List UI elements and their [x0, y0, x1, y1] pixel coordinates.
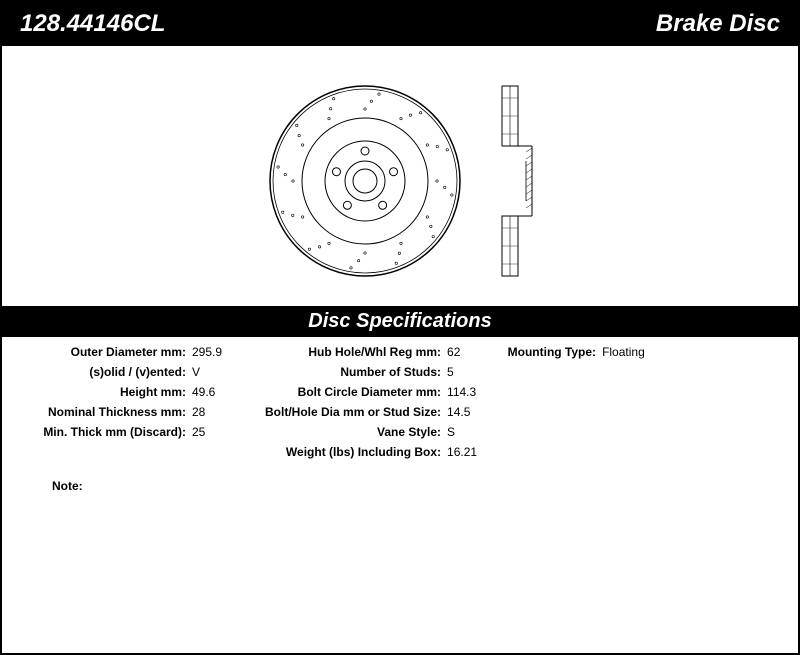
spec-row: Height mm:49.6 [17, 385, 222, 399]
spec-row: (s)olid / (v)ented:V [17, 365, 222, 379]
spec-value: 28 [192, 405, 205, 419]
spec-row: Min. Thick mm (Discard):25 [17, 425, 222, 439]
specs-area: Outer Diameter mm:295.9(s)olid / (v)ente… [2, 345, 798, 459]
spec-label: Weight (lbs) Including Box: [222, 445, 447, 459]
diagram-area [2, 46, 798, 306]
spec-label: Nominal Thickness mm: [17, 405, 192, 419]
spec-label: Hub Hole/Whl Reg mm: [222, 345, 447, 359]
spec-label: Number of Studs: [222, 365, 447, 379]
spec-value: V [192, 365, 200, 379]
rotor-side-view [485, 81, 535, 281]
spec-label: (s)olid / (v)ented: [17, 365, 192, 379]
part-number: 128.44146CL [20, 10, 165, 38]
section-title-bar: Disc Specifications [2, 306, 798, 337]
spec-row: Outer Diameter mm:295.9 [17, 345, 222, 359]
spec-row: Hub Hole/Whl Reg mm:62 [222, 345, 477, 359]
spec-value: 14.5 [447, 405, 470, 419]
spec-column-1: Outer Diameter mm:295.9(s)olid / (v)ente… [17, 345, 222, 459]
spec-column-3: Mounting Type:Floating [477, 345, 645, 459]
spec-value: S [447, 425, 455, 439]
spec-label: Bolt/Hole Dia mm or Stud Size: [222, 405, 447, 419]
note-row: Note: [2, 459, 798, 493]
spec-row: Mounting Type:Floating [477, 345, 645, 359]
spec-value: 16.21 [447, 445, 477, 459]
product-type: Brake Disc [656, 10, 780, 38]
spec-value: 114.3 [447, 385, 476, 399]
spec-row: Bolt/Hole Dia mm or Stud Size:14.5 [222, 405, 477, 419]
spec-row: Number of Studs:5 [222, 365, 477, 379]
section-title: Disc Specifications [308, 310, 491, 332]
spec-label: Bolt Circle Diameter mm: [222, 385, 447, 399]
spec-value: 295.9 [192, 345, 222, 359]
spec-label: Height mm: [17, 385, 192, 399]
spec-value: 62 [447, 345, 460, 359]
note-label: Note: [52, 479, 83, 493]
spec-label: Vane Style: [222, 425, 447, 439]
spec-row: Vane Style:S [222, 425, 477, 439]
spec-column-2: Hub Hole/Whl Reg mm:62Number of Studs:5B… [222, 345, 477, 459]
spec-row: Nominal Thickness mm:28 [17, 405, 222, 419]
spec-value: 49.6 [192, 385, 215, 399]
spec-row: Bolt Circle Diameter mm:114.3 [222, 385, 477, 399]
header-bar: 128.44146CL Brake Disc [2, 2, 798, 46]
spec-value: 25 [192, 425, 205, 439]
spec-label: Outer Diameter mm: [17, 345, 192, 359]
spec-value: 5 [447, 365, 454, 379]
spec-row: Weight (lbs) Including Box:16.21 [222, 445, 477, 459]
spec-value: Floating [602, 345, 645, 359]
spec-label: Min. Thick mm (Discard): [17, 425, 192, 439]
spec-label: Mounting Type: [477, 345, 602, 359]
rotor-front-view [265, 81, 465, 281]
